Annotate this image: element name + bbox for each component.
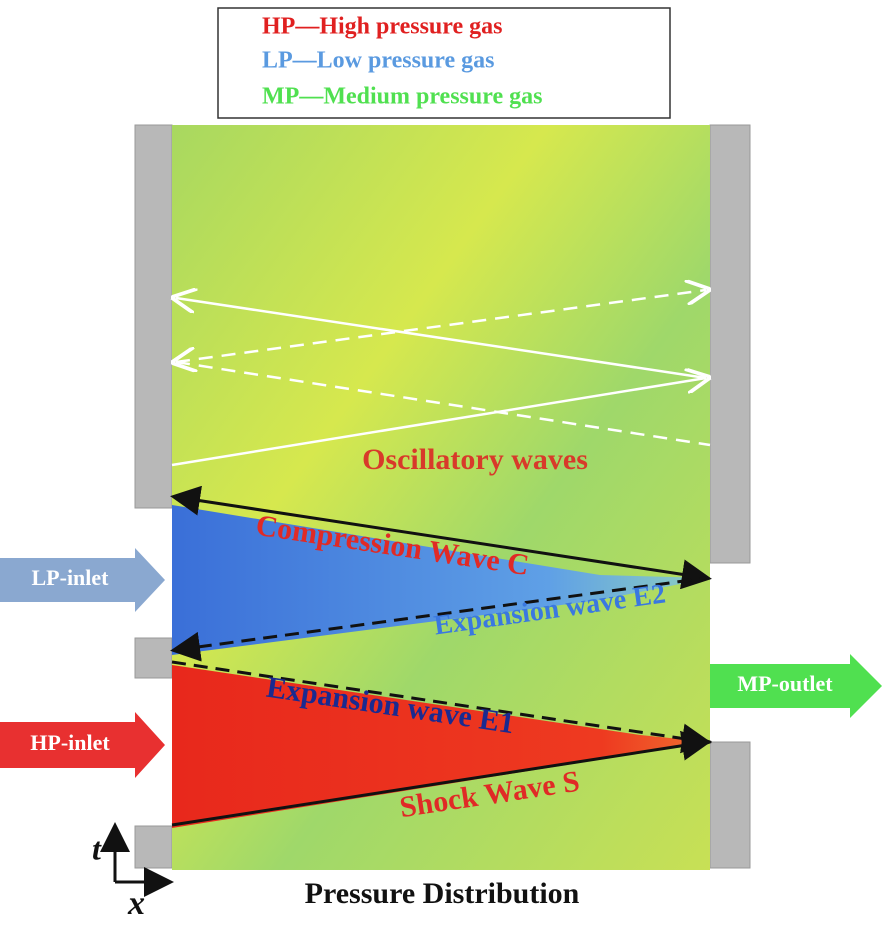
compression-line	[170, 485, 712, 590]
wall	[709, 741, 751, 869]
legend-item: HP—High pressure gas	[262, 14, 502, 40]
lp-inlet-arrow	[0, 548, 165, 612]
shock-line	[171, 730, 712, 827]
port-label: MP-outlet	[737, 671, 833, 696]
expansion-e2-line	[170, 576, 707, 662]
axes-indicator	[100, 822, 174, 897]
wave-line	[171, 378, 706, 467]
ports: LP-inlet HP-inlet MP-outlet	[0, 548, 882, 778]
oscillatory-lines	[171, 290, 711, 467]
wall	[709, 124, 751, 564]
legend: HP—High pressure gas LP—Low pressure gas…	[217, 7, 671, 119]
wave-line	[176, 290, 706, 362]
wave-label: Oscillatory waves	[362, 443, 588, 476]
expansion-e1-line	[171, 660, 712, 754]
walls	[134, 124, 751, 869]
legend-item: MP—Medium pressure gas	[262, 84, 542, 110]
port-label: HP-inlet	[30, 730, 110, 755]
wall	[134, 825, 173, 869]
mp-outlet-arrow	[710, 654, 882, 718]
wall	[134, 637, 173, 679]
high-pressure-region	[172, 665, 710, 828]
legend-box	[217, 7, 671, 119]
wave-line	[175, 360, 711, 447]
legend-item: LP—Low pressure gas	[262, 48, 494, 74]
wave-lines	[170, 485, 712, 827]
axis-label: x	[127, 885, 145, 922]
hp-inlet-arrow	[0, 712, 165, 778]
wall	[134, 124, 173, 509]
caption: Pressure Distribution	[305, 877, 580, 910]
port-label: LP-inlet	[32, 565, 110, 590]
axis-label: t	[92, 830, 102, 866]
